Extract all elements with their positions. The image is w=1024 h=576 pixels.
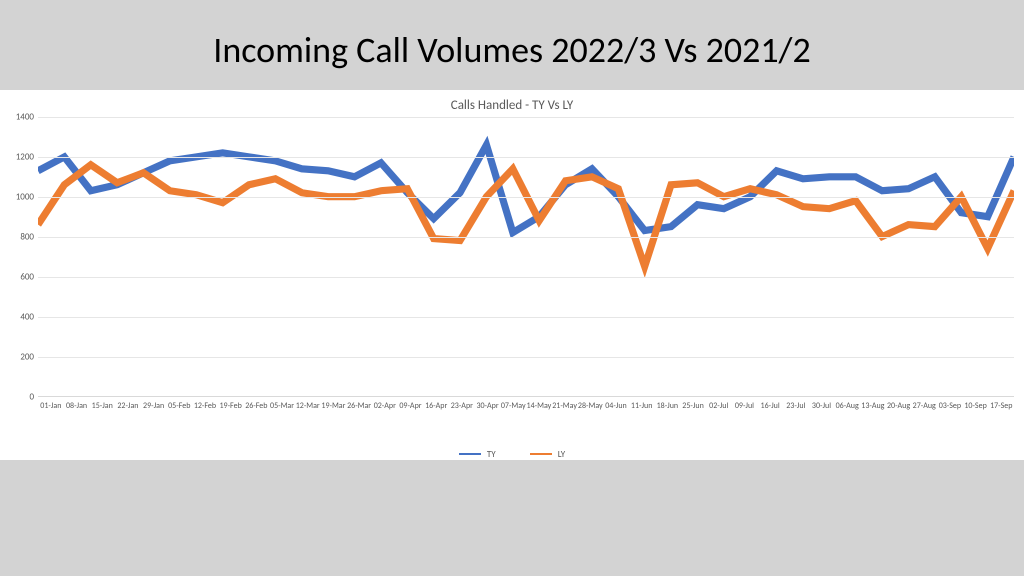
x-tick-label: 19-Mar <box>321 401 347 411</box>
y-tick-label: 600 <box>20 272 34 283</box>
x-tick-label: 22-Jan <box>115 401 141 411</box>
plot-area: 0200400600800100012001400 <box>10 117 1014 397</box>
x-tick-label: 07-May <box>500 401 526 411</box>
legend-item-ly: LY <box>530 449 565 460</box>
chart-subtitle: Calls Handled - TY Vs LY <box>10 98 1014 113</box>
x-tick-label: 09-Jul <box>732 401 758 411</box>
x-tick-label: 11-Jun <box>629 401 655 411</box>
y-tick-label: 1000 <box>16 192 34 203</box>
x-tick-label: 12-Feb <box>192 401 218 411</box>
x-tick-label: 19-Feb <box>218 401 244 411</box>
x-tick-label: 09-Apr <box>398 401 424 411</box>
legend-swatch-ly <box>530 453 552 455</box>
x-tick-label: 08-Jan <box>64 401 90 411</box>
x-tick-label: 05-Mar <box>269 401 295 411</box>
x-tick-label: 23-Apr <box>449 401 475 411</box>
x-tick-label: 23-Jul <box>783 401 809 411</box>
x-tick-label: 20-Aug <box>886 401 912 411</box>
gridline <box>38 117 1014 118</box>
x-tick-label: 04-Jun <box>603 401 629 411</box>
x-tick-label: 05-Feb <box>166 401 192 411</box>
chart-panel: Calls Handled - TY Vs LY 0 200 400 600 800 10… <box>0 90 1024 460</box>
x-tick-label: 13-Aug <box>860 401 886 411</box>
gridline <box>38 277 1014 278</box>
x-tick-label: 18-Jun <box>655 401 681 411</box>
x-tick-label: 25-Jun <box>680 401 706 411</box>
gridline <box>38 317 1014 318</box>
y-tick-label: 400 <box>20 312 34 323</box>
plot <box>38 117 1014 397</box>
x-tick-label: 15-Jan <box>89 401 115 411</box>
x-tick-label: 28-May <box>577 401 603 411</box>
x-tick-label: 21-May <box>552 401 578 411</box>
x-tick-label: 16-Apr <box>423 401 449 411</box>
x-tick-label: 14-May <box>526 401 552 411</box>
x-tick-label: 01-Jan <box>38 401 64 411</box>
x-tick-label: 02-Apr <box>372 401 398 411</box>
y-tick-label: 1200 <box>16 152 34 163</box>
x-tick-label: 12-Mar <box>295 401 321 411</box>
legend-swatch-ty <box>459 453 481 455</box>
x-tick-label: 27-Aug <box>911 401 937 411</box>
y-tick-label: 800 <box>20 232 34 243</box>
gridline <box>38 157 1014 158</box>
y-tick-label: 1400 <box>16 112 34 123</box>
x-tick-label: 06-Aug <box>834 401 860 411</box>
x-tick-label: 03-Sep <box>937 401 963 411</box>
gridline <box>38 357 1014 358</box>
page-title: Incoming Call Volumes 2022/3 Vs 2021/2 <box>0 0 1024 90</box>
x-tick-label: 02-Jul <box>706 401 732 411</box>
x-axis: 01-Jan08-Jan15-Jan22-Jan29-Jan05-Feb12-F… <box>38 397 1014 411</box>
legend-label-ty: TY <box>487 449 496 460</box>
gridline <box>38 237 1014 238</box>
x-tick-label: 30-Jul <box>809 401 835 411</box>
legend: TY LY <box>10 447 1014 460</box>
x-tick-label: 30-Apr <box>475 401 501 411</box>
legend-label-ly: LY <box>558 449 565 460</box>
x-tick-label: 26-Feb <box>244 401 270 411</box>
x-tick-label: 16-Jul <box>757 401 783 411</box>
x-tick-label: 26-Mar <box>346 401 372 411</box>
gridline <box>38 197 1014 198</box>
legend-item-ty: TY <box>459 449 496 460</box>
y-tick-label: 200 <box>20 352 34 363</box>
x-tick-label: 29-Jan <box>141 401 167 411</box>
x-tick-label: 17-Sep <box>988 401 1014 411</box>
y-tick-label: 0 <box>29 392 34 403</box>
y-axis: 0200400600800100012001400 <box>10 117 38 397</box>
x-tick-label: 10-Sep <box>963 401 989 411</box>
